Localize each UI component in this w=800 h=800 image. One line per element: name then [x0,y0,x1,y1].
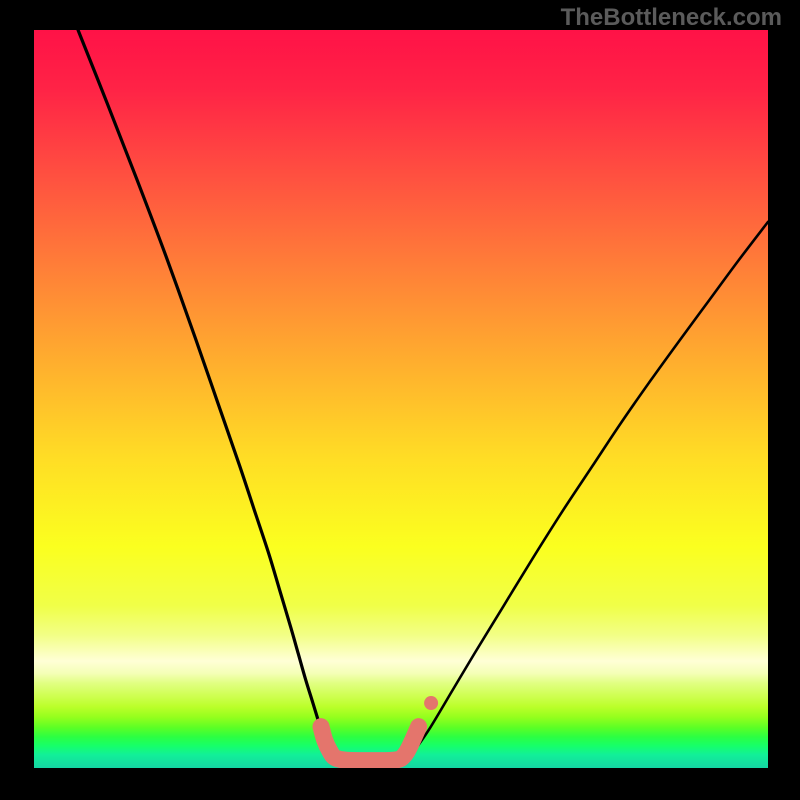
plot-area [34,30,768,768]
watermark-text: TheBottleneck.com [561,4,782,32]
gradient-background [34,30,768,768]
stage: TheBottleneck.com [0,0,800,800]
chart-svg [34,30,768,768]
outlier-dot [424,696,438,710]
